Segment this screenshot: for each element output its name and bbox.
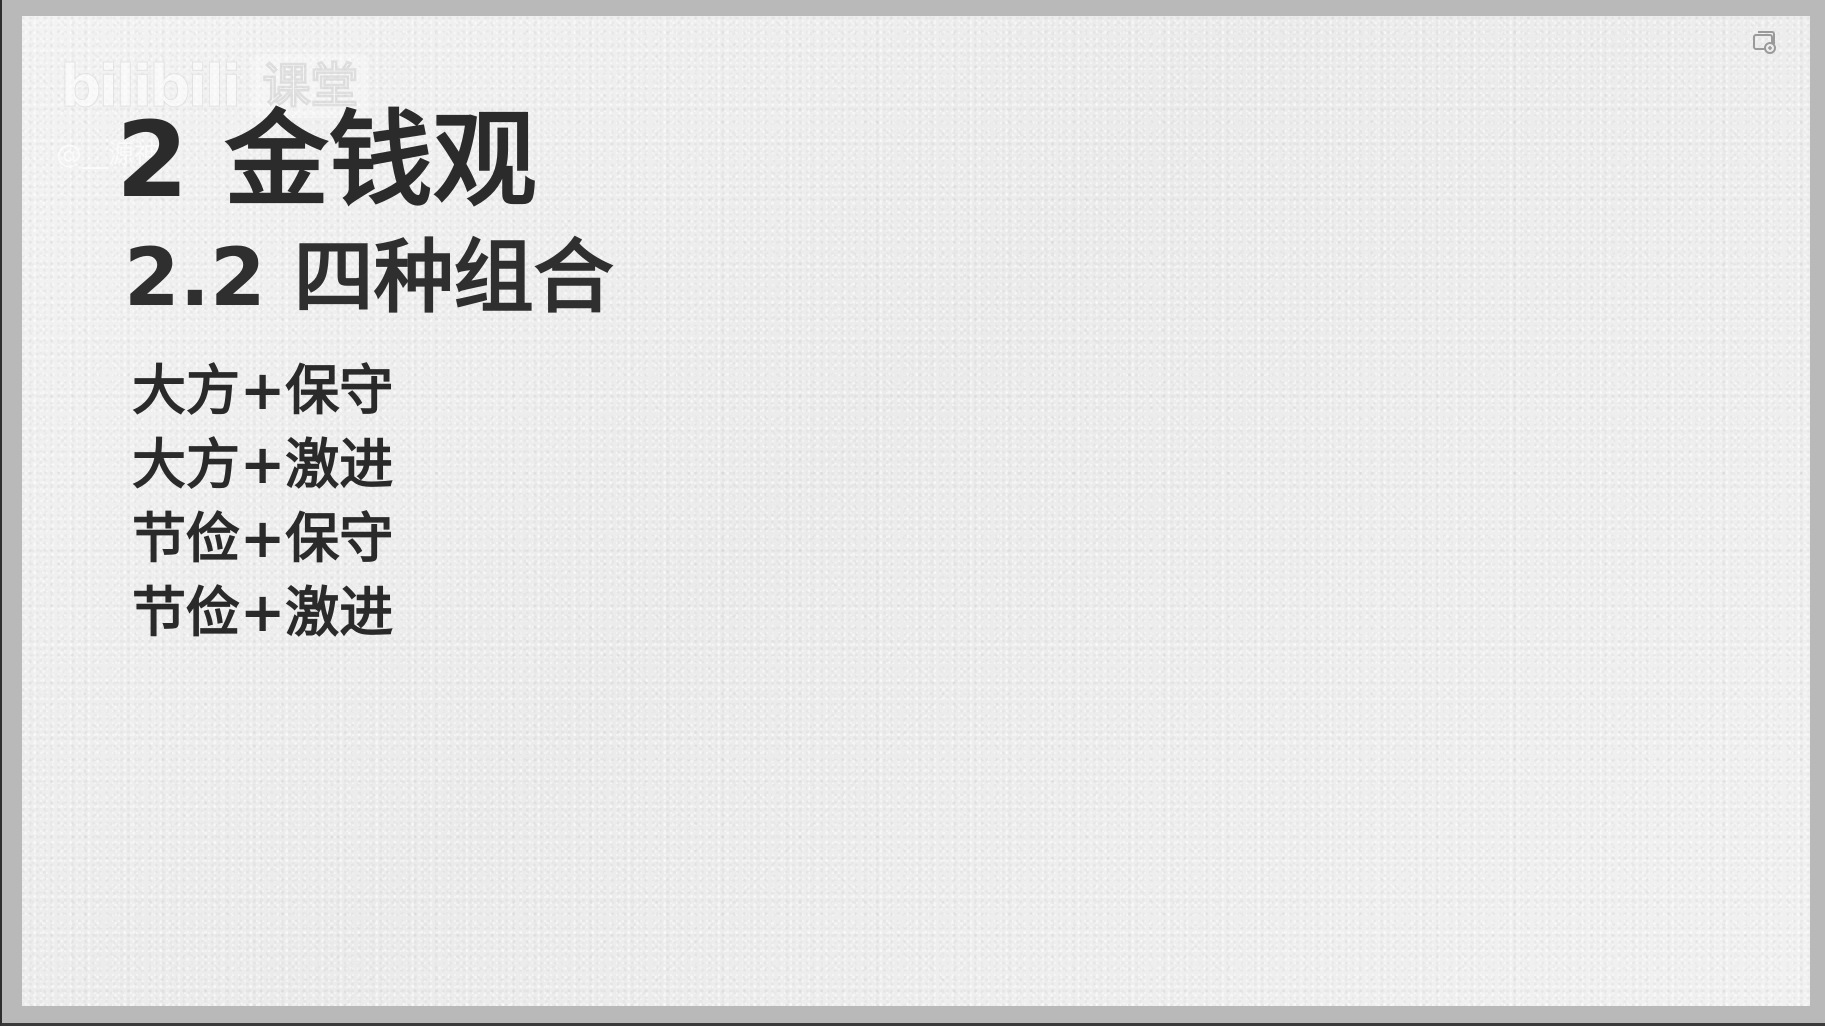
ketang-badge: 课堂 <box>252 54 369 118</box>
list-item: 节俭+保守 <box>132 507 394 570</box>
list-item: 节俭+激进 <box>132 581 394 644</box>
cast-screen-icon[interactable] <box>1750 28 1780 58</box>
slide-subtitle: 2.2 四种组合 <box>124 231 614 324</box>
list-item: 大方+保守 <box>132 359 394 422</box>
bilibili-watermark: bilibili 课堂 <box>59 52 369 120</box>
combination-list: 大方+保守 大方+激进 节俭+保守 节俭+激进 <box>132 354 393 650</box>
slide: bilibili 课堂 @__源神 2 金钱观 2.2 四种组合 大方+保守 大… <box>22 16 1810 1006</box>
slide-title: 2 金钱观 <box>116 99 537 221</box>
list-item: 大方+激进 <box>132 433 394 496</box>
watermark-username: @__源神 <box>56 140 161 170</box>
bilibili-logo: bilibili <box>59 52 241 120</box>
